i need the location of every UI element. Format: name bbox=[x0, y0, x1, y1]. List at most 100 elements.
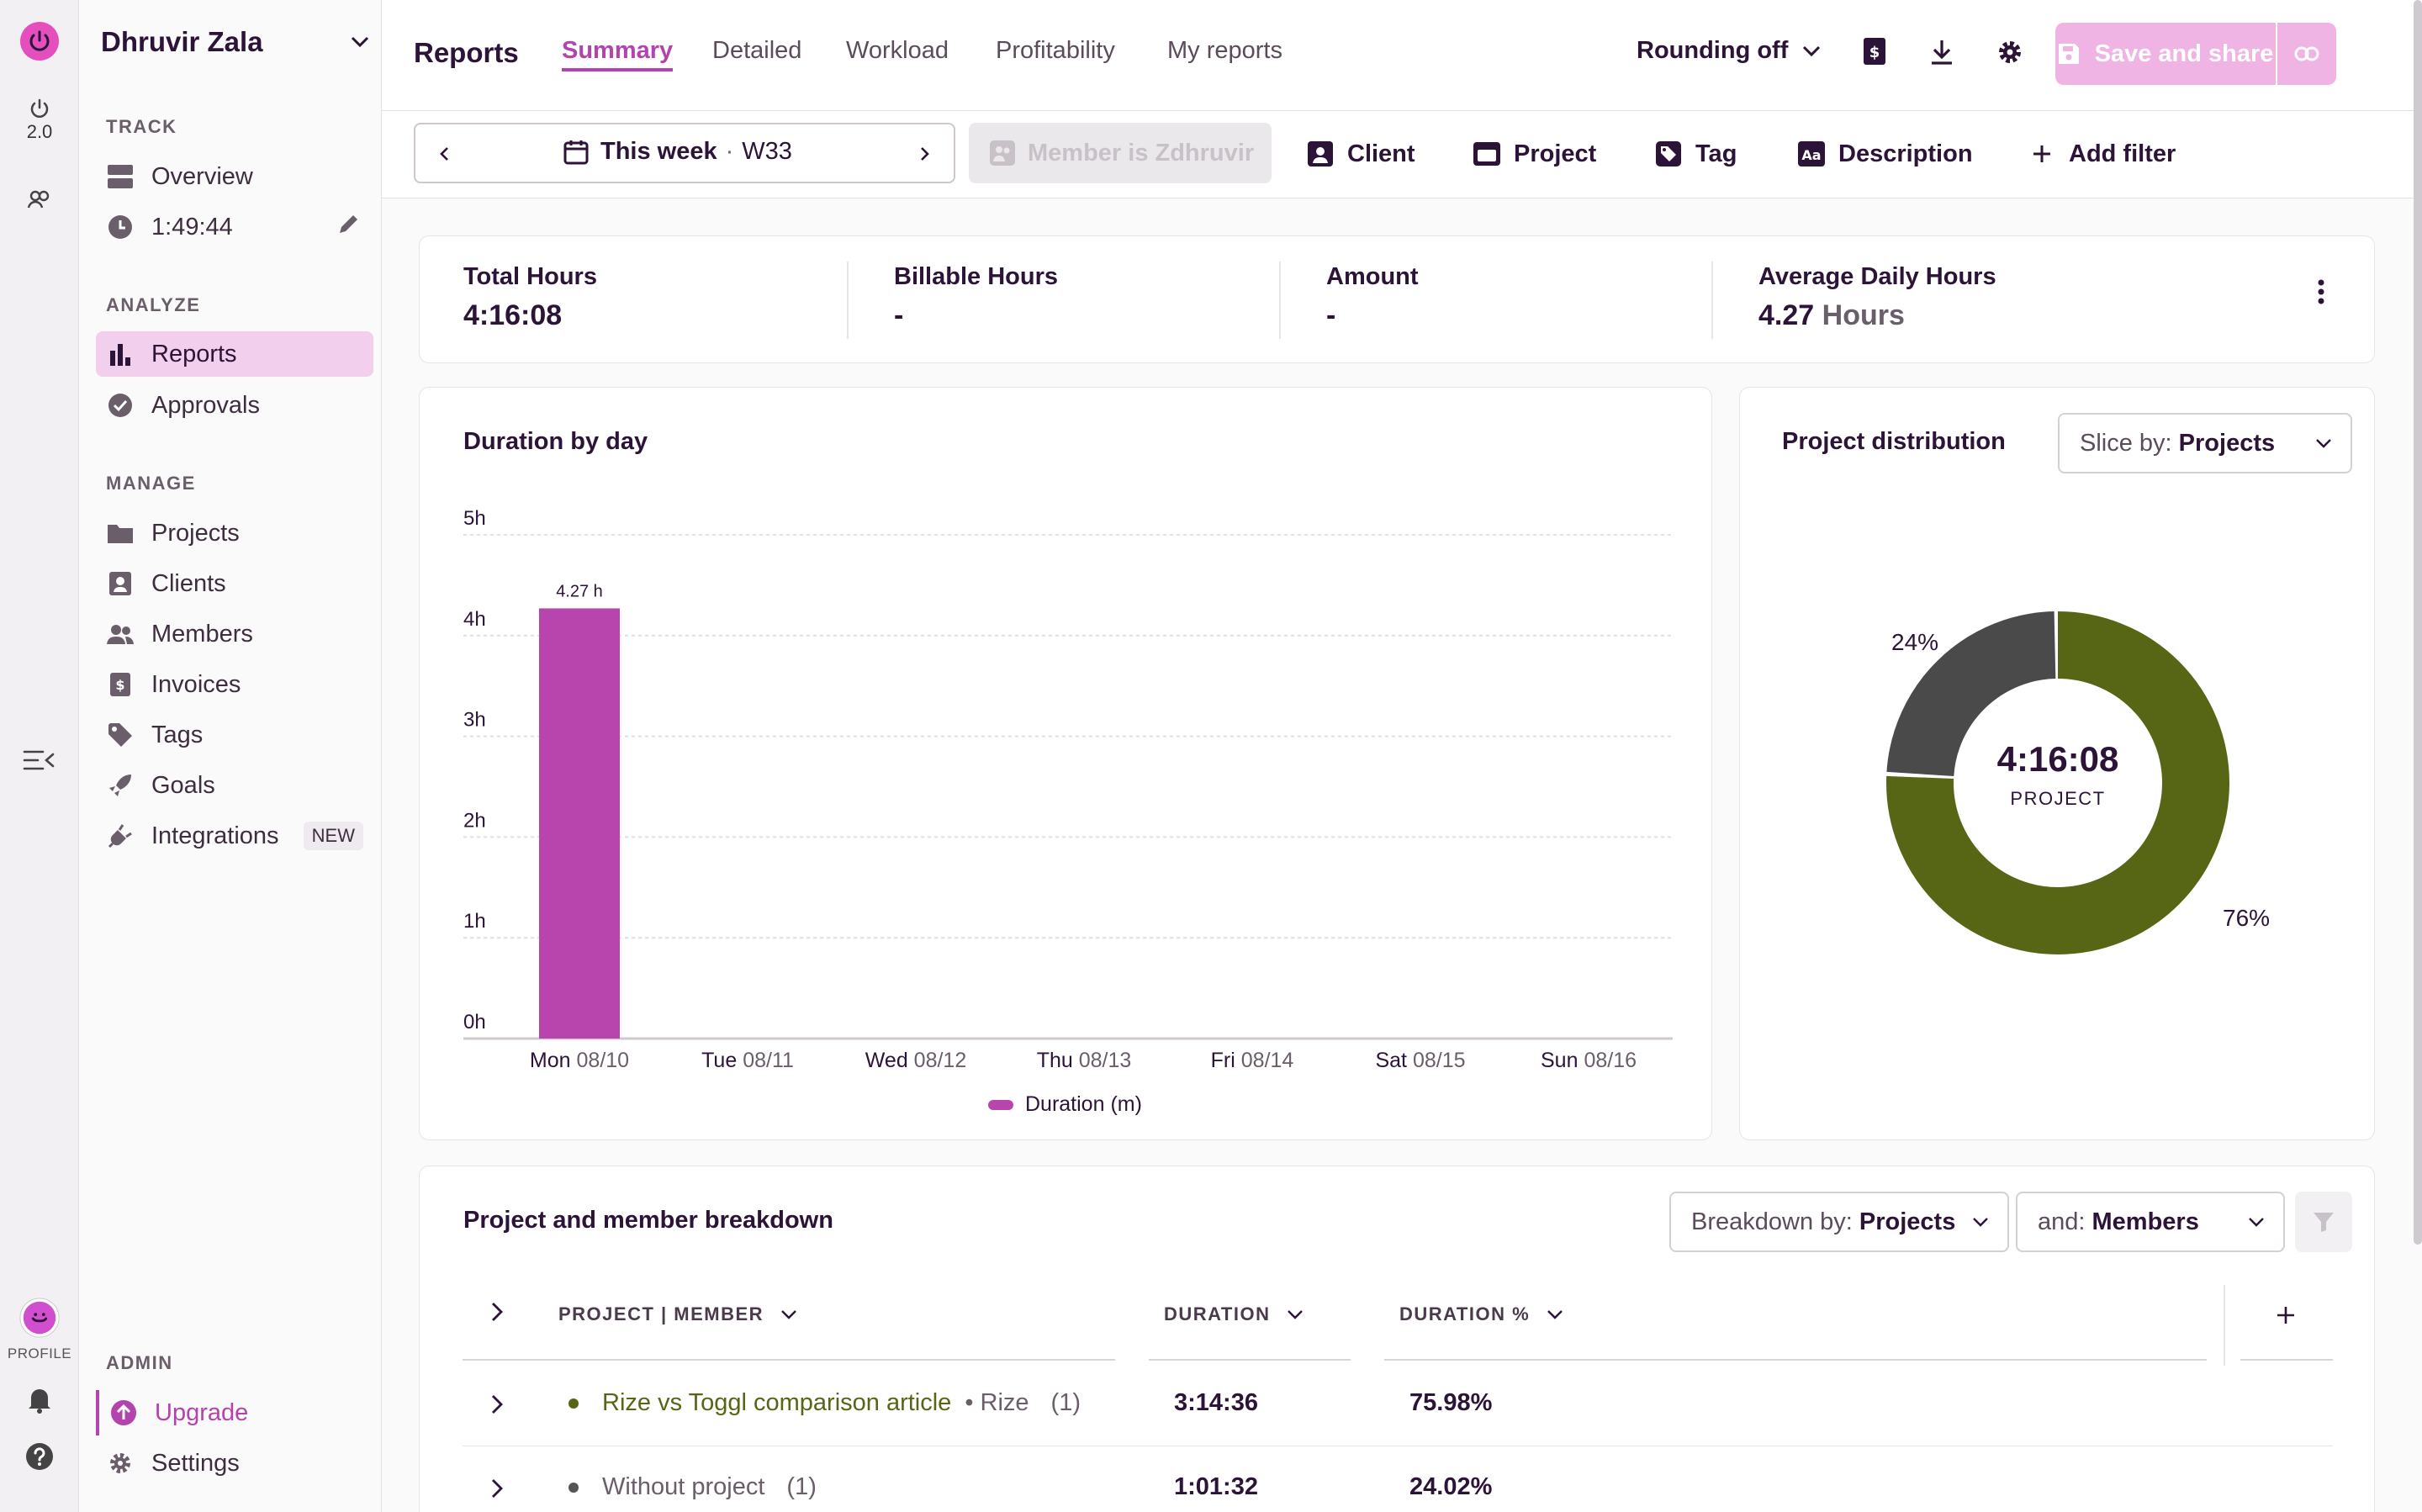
y-tick-label: 5h bbox=[463, 507, 486, 530]
help-icon[interactable] bbox=[19, 1436, 60, 1477]
y-tick-label: 2h bbox=[463, 809, 486, 832]
team-icon[interactable] bbox=[19, 179, 60, 219]
sidebar-item-members[interactable]: Members bbox=[96, 611, 373, 657]
page-title: Reports bbox=[414, 37, 519, 68]
header-underline bbox=[1384, 1359, 2207, 1361]
tab-detailed[interactable]: Detailed bbox=[712, 37, 802, 64]
timer-mode-icon[interactable]: 2.0 bbox=[19, 94, 60, 145]
column-header-project-member[interactable]: PROJECT | MEMBER bbox=[558, 1303, 797, 1325]
rounding-dropdown[interactable]: Rounding off bbox=[1637, 37, 1822, 65]
legend-swatch bbox=[988, 1099, 1013, 1110]
chevron-down-icon bbox=[2249, 1218, 2264, 1227]
expand-row-icon[interactable] bbox=[491, 1478, 503, 1499]
power-icon[interactable] bbox=[19, 21, 60, 61]
invoice-export-icon[interactable]: $ bbox=[1862, 37, 1887, 70]
profile-label: PROFILE bbox=[7, 1345, 72, 1361]
more-options-icon[interactable] bbox=[2317, 278, 2325, 309]
sidebar-item-label: Settings bbox=[151, 1449, 240, 1477]
workspace-switcher[interactable]: Dhruvir Zala bbox=[101, 25, 370, 59]
bar-chart-icon bbox=[106, 340, 135, 368]
bell-icon[interactable] bbox=[19, 1379, 60, 1419]
plug-icon bbox=[106, 822, 135, 850]
and-members-dropdown[interactable]: and: Members bbox=[2016, 1192, 2285, 1252]
edit-pencil-icon[interactable] bbox=[336, 211, 362, 243]
chevron-down-icon bbox=[1973, 1218, 1988, 1227]
legend-label: Duration (m) bbox=[1025, 1092, 1142, 1116]
sidebar-item-reports[interactable]: Reports bbox=[96, 331, 373, 377]
row-duration: 1:01:32 bbox=[1174, 1473, 1258, 1500]
filter-funnel-button[interactable] bbox=[2295, 1192, 2352, 1252]
column-label: DURATION % bbox=[1399, 1303, 1531, 1324]
sidebar-item-tags[interactable]: Tags bbox=[96, 712, 373, 758]
sidebar-item-label: Projects bbox=[151, 519, 240, 547]
donut-slice[interactable] bbox=[1886, 611, 2229, 954]
breakdown-by-dropdown[interactable]: Breakdown by: Projects bbox=[1669, 1192, 2009, 1252]
profile-avatar[interactable] bbox=[19, 1298, 60, 1338]
separator-dot: · bbox=[725, 138, 734, 165]
clock-icon bbox=[106, 213, 135, 241]
column-header-duration[interactable]: DURATION bbox=[1164, 1303, 1304, 1325]
entry-count: (1) bbox=[786, 1473, 817, 1500]
members-icon bbox=[106, 620, 135, 648]
date-range-picker[interactable]: This week · W33 bbox=[414, 123, 955, 183]
chart-title: Duration by day bbox=[463, 428, 648, 455]
sidebar-item-invoices[interactable]: $ Invoices bbox=[96, 662, 373, 707]
row-duration-pct: 24.02% bbox=[1409, 1473, 1493, 1500]
project-filter[interactable]: Project bbox=[1472, 124, 1596, 183]
scrollbar-thumb[interactable] bbox=[2414, 0, 2422, 1245]
sidebar-item-integrations[interactable]: Integrations NEW bbox=[96, 813, 373, 859]
chevron-right-icon[interactable] bbox=[920, 146, 930, 161]
download-icon[interactable] bbox=[1929, 39, 1954, 70]
table-row[interactable]: Rize vs Toggl comparison article • Rize … bbox=[463, 1361, 2333, 1446]
y-tick-label: 4h bbox=[463, 608, 486, 631]
section-analyze: ANALYZE bbox=[106, 294, 201, 315]
sidebar-item-timer[interactable]: 1:49:44 bbox=[96, 204, 373, 250]
column-header-duration-pct[interactable]: DURATION % bbox=[1399, 1303, 1563, 1325]
chevron-down-icon bbox=[1547, 1310, 1563, 1319]
add-column-icon[interactable] bbox=[2276, 1305, 2296, 1330]
copy-link-button[interactable] bbox=[2277, 23, 2336, 85]
expand-all-icon[interactable] bbox=[491, 1302, 503, 1326]
row-project-cell: Without project (1) bbox=[568, 1473, 817, 1501]
settings-gear-icon[interactable] bbox=[1996, 39, 2023, 70]
report-header: Reports Summary Detailed Workload Profit… bbox=[382, 0, 2422, 111]
donut-center: 4:16:08 PROJECT bbox=[1974, 739, 2142, 810]
slice-by-dropdown[interactable]: Slice by: Projects bbox=[2058, 413, 2352, 473]
client-name: • Rize bbox=[965, 1389, 1029, 1416]
save-and-share-button[interactable]: Save and share bbox=[2055, 23, 2276, 85]
donut-label: PROJECT bbox=[2010, 788, 2106, 809]
sidebar-item-settings[interactable]: Settings bbox=[96, 1441, 373, 1486]
sidebar-item-goals[interactable]: Goals bbox=[96, 763, 373, 808]
bar[interactable] bbox=[539, 608, 620, 1039]
tab-profitability[interactable]: Profitability bbox=[996, 37, 1115, 64]
bar-data-label: 4.27 h bbox=[556, 582, 603, 600]
sidebar-item-label: Overview bbox=[151, 162, 253, 190]
sidebar-item-label: Goals bbox=[151, 771, 215, 799]
expand-row-icon[interactable] bbox=[491, 1394, 503, 1414]
stat-label: Billable Hours bbox=[894, 263, 1058, 290]
tab-my-reports[interactable]: My reports bbox=[1167, 37, 1282, 64]
sidebar-item-projects[interactable]: Projects bbox=[96, 510, 373, 556]
project-distribution-card: Project distribution Slice by: Projects … bbox=[1739, 387, 2375, 1140]
tab-summary[interactable]: Summary bbox=[562, 37, 674, 71]
sidebar-item-clients[interactable]: Clients bbox=[96, 561, 373, 606]
avg-hours-unit: Hours bbox=[1822, 299, 1905, 331]
tab-workload[interactable]: Workload bbox=[846, 37, 949, 64]
slice-prefix: Slice by: bbox=[2080, 429, 2172, 457]
client-filter-label: Client bbox=[1347, 140, 1415, 167]
client-filter[interactable]: Client bbox=[1305, 124, 1415, 183]
table-row[interactable]: Without project (1) 1:01:32 24.02% bbox=[463, 1446, 2333, 1512]
tag-filter[interactable]: Tag bbox=[1653, 124, 1737, 183]
collapse-sidebar-icon[interactable] bbox=[19, 740, 60, 780]
add-filter-button[interactable]: Add filter bbox=[2027, 124, 2176, 183]
sidebar-item-label: Clients bbox=[151, 569, 226, 597]
project-name: Rize vs Toggl comparison article bbox=[602, 1389, 952, 1416]
sidebar-item-overview[interactable]: Overview bbox=[96, 154, 373, 199]
sidebar-item-label: Approvals bbox=[151, 391, 260, 419]
description-filter[interactable]: Aa Description bbox=[1796, 124, 1973, 183]
description-filter-label: Description bbox=[1838, 140, 1973, 167]
sidebar-item-upgrade[interactable]: Upgrade bbox=[96, 1390, 373, 1435]
chevron-left-icon[interactable] bbox=[439, 146, 449, 161]
sidebar-item-approvals[interactable]: Approvals bbox=[96, 383, 373, 428]
divider bbox=[1279, 262, 1281, 339]
